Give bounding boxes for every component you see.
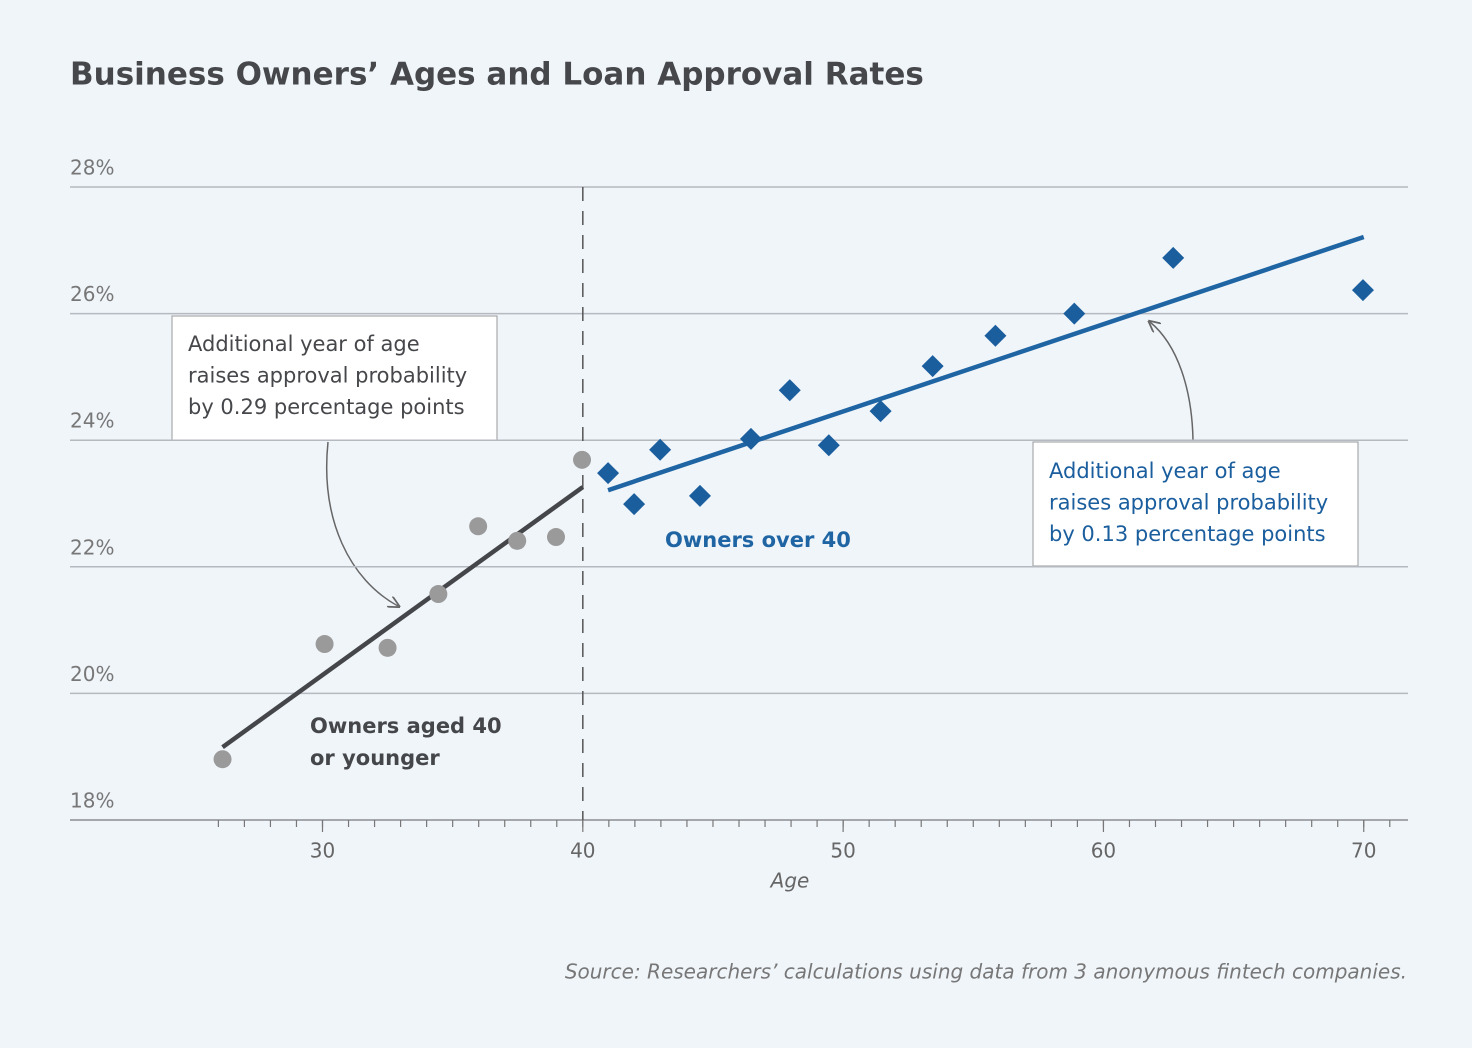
annotation-box: [171, 315, 498, 441]
point: [984, 324, 1007, 347]
point: [649, 438, 672, 461]
point: [921, 355, 944, 378]
point: [623, 493, 646, 516]
series-label: Owners aged 40: [310, 714, 502, 738]
y-tick-label: 26%: [70, 282, 114, 306]
y-tick-label: 28%: [70, 156, 114, 180]
y-tick-label: 22%: [70, 535, 114, 559]
annotation-box: [1032, 441, 1359, 567]
point: [429, 585, 448, 604]
point: [778, 379, 801, 402]
point: [1162, 246, 1185, 269]
x-tick-label: 60: [1091, 839, 1116, 863]
point: [869, 400, 892, 423]
x-tick-label: 70: [1351, 839, 1376, 863]
fit-line: [607, 234, 1365, 493]
point: [378, 638, 397, 657]
x-axis-label: Age: [769, 869, 810, 893]
series-label: Owners over 40: [665, 528, 851, 552]
annotation: by 0.13 percentage points: [1049, 522, 1326, 546]
annotation: by 0.29 percentage points: [188, 395, 465, 419]
annotation: raises approval probability: [188, 364, 467, 388]
source: Source: Researchers’ calculations using …: [565, 960, 1407, 984]
arrow: [1150, 322, 1194, 441]
fit-line: [221, 485, 585, 750]
y-tick-label: 24%: [70, 409, 114, 433]
x-tick-label: 30: [310, 839, 335, 863]
point: [469, 517, 488, 536]
point: [315, 635, 334, 654]
point: [739, 427, 762, 450]
point: [573, 450, 592, 469]
point: [1351, 279, 1374, 302]
point: [213, 750, 232, 769]
y-tick-label: 20%: [70, 662, 114, 686]
x-tick-label: 50: [830, 839, 855, 863]
annotation: Additional year of age: [1049, 459, 1281, 483]
point: [1063, 302, 1086, 325]
point: [817, 434, 840, 457]
annotation: Additional year of age: [188, 332, 420, 356]
series-label: or younger: [310, 746, 440, 770]
y-tick-label: 18%: [70, 789, 114, 813]
point: [547, 528, 566, 547]
point: [688, 484, 711, 507]
arrow: [326, 441, 398, 606]
point: [508, 531, 527, 550]
x-tick-label: 40: [570, 839, 595, 863]
point: [597, 462, 620, 485]
annotation: raises approval probability: [1049, 491, 1328, 515]
chart-title: Business Owners’ Ages and Loan Approval …: [70, 57, 924, 93]
